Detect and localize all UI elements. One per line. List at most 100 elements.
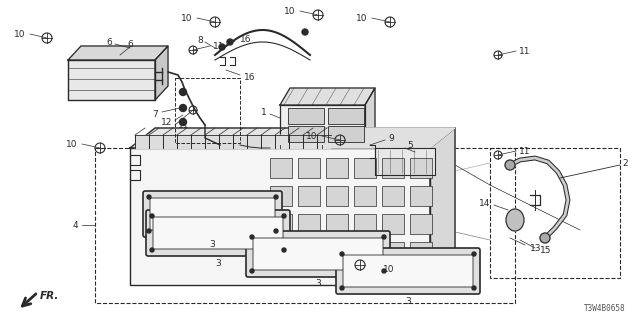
- Circle shape: [250, 235, 254, 239]
- Circle shape: [340, 252, 344, 256]
- Polygon shape: [280, 105, 365, 145]
- Polygon shape: [375, 148, 435, 175]
- Circle shape: [505, 160, 515, 170]
- Text: 3: 3: [215, 259, 221, 268]
- Text: 11: 11: [178, 121, 189, 130]
- Bar: [326, 158, 348, 178]
- FancyBboxPatch shape: [150, 198, 275, 230]
- Circle shape: [147, 195, 151, 199]
- Ellipse shape: [506, 209, 524, 231]
- Circle shape: [472, 286, 476, 290]
- Text: 16: 16: [240, 35, 252, 44]
- Polygon shape: [130, 128, 455, 148]
- Bar: [382, 242, 404, 262]
- Text: 3: 3: [405, 297, 411, 306]
- Circle shape: [150, 214, 154, 218]
- Bar: [328, 108, 364, 124]
- Bar: [410, 186, 432, 206]
- Circle shape: [150, 248, 154, 252]
- FancyBboxPatch shape: [146, 210, 290, 256]
- Text: 15: 15: [540, 245, 552, 254]
- Text: 8: 8: [197, 36, 203, 44]
- FancyBboxPatch shape: [336, 248, 480, 294]
- Text: 12: 12: [161, 117, 172, 126]
- Bar: [270, 214, 292, 234]
- Text: 16: 16: [244, 73, 255, 82]
- Bar: [382, 214, 404, 234]
- Text: 1: 1: [261, 108, 267, 116]
- Text: 4: 4: [72, 220, 78, 229]
- Bar: [288, 126, 324, 142]
- Circle shape: [540, 233, 550, 243]
- Text: 13: 13: [530, 244, 541, 252]
- Text: 6: 6: [106, 37, 112, 46]
- Bar: [270, 186, 292, 206]
- Text: 5: 5: [407, 140, 413, 149]
- Circle shape: [282, 248, 286, 252]
- FancyBboxPatch shape: [143, 191, 282, 237]
- Bar: [270, 242, 292, 262]
- Text: 11: 11: [519, 46, 531, 55]
- Bar: [382, 158, 404, 178]
- Text: 9: 9: [388, 133, 394, 142]
- Text: T3W4B0658: T3W4B0658: [584, 304, 625, 313]
- FancyBboxPatch shape: [246, 231, 390, 277]
- Bar: [354, 158, 376, 178]
- Bar: [354, 214, 376, 234]
- Bar: [298, 242, 320, 262]
- Text: 10: 10: [65, 140, 77, 148]
- Bar: [490, 148, 620, 278]
- Circle shape: [382, 235, 386, 239]
- Circle shape: [274, 195, 278, 199]
- Bar: [95, 148, 515, 303]
- Bar: [354, 186, 376, 206]
- Text: 10: 10: [305, 132, 317, 140]
- Polygon shape: [68, 60, 155, 100]
- Circle shape: [302, 29, 308, 35]
- Circle shape: [274, 229, 278, 233]
- Bar: [382, 186, 404, 206]
- Text: 10: 10: [355, 13, 367, 22]
- Text: 3: 3: [315, 279, 321, 289]
- Bar: [298, 214, 320, 234]
- Text: 11: 11: [213, 42, 225, 51]
- Polygon shape: [130, 148, 430, 285]
- Text: 10: 10: [284, 6, 295, 15]
- Circle shape: [179, 105, 186, 111]
- Bar: [298, 158, 320, 178]
- Polygon shape: [265, 128, 455, 148]
- Polygon shape: [68, 46, 168, 60]
- Bar: [326, 186, 348, 206]
- Text: FR.: FR.: [40, 291, 60, 301]
- Circle shape: [282, 214, 286, 218]
- FancyBboxPatch shape: [153, 217, 283, 249]
- FancyBboxPatch shape: [343, 255, 473, 287]
- Circle shape: [227, 39, 233, 45]
- Text: 11: 11: [519, 147, 531, 156]
- Bar: [410, 214, 432, 234]
- Polygon shape: [155, 46, 168, 100]
- Text: 7: 7: [152, 109, 158, 118]
- Text: 14: 14: [479, 198, 490, 207]
- Bar: [326, 214, 348, 234]
- Circle shape: [340, 286, 344, 290]
- Polygon shape: [430, 128, 455, 285]
- Bar: [298, 186, 320, 206]
- Circle shape: [472, 252, 476, 256]
- Circle shape: [179, 89, 186, 95]
- Text: 6: 6: [127, 39, 133, 49]
- Bar: [328, 126, 364, 142]
- Bar: [326, 242, 348, 262]
- Bar: [270, 158, 292, 178]
- Circle shape: [382, 269, 386, 273]
- Text: 10: 10: [13, 29, 25, 38]
- Polygon shape: [135, 135, 330, 148]
- Bar: [175, 78, 240, 143]
- Text: 2: 2: [622, 158, 628, 167]
- Text: 10: 10: [383, 265, 394, 274]
- Polygon shape: [365, 88, 375, 145]
- Circle shape: [147, 229, 151, 233]
- Text: 10: 10: [180, 13, 192, 22]
- Circle shape: [250, 269, 254, 273]
- Bar: [410, 158, 432, 178]
